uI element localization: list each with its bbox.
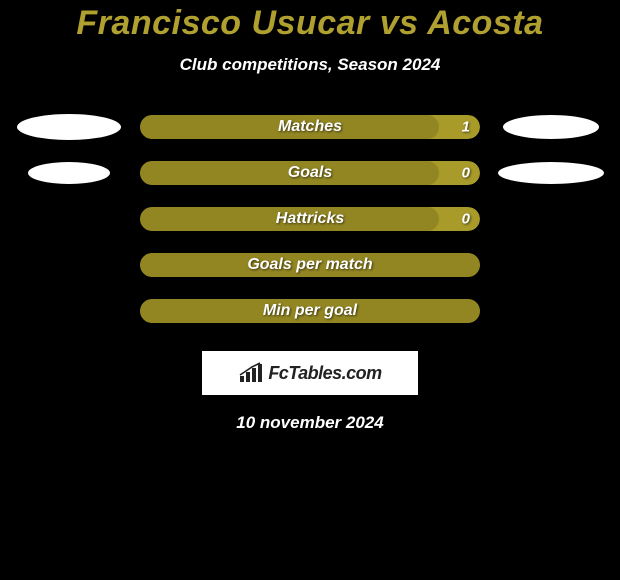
stat-bar: Matches 1	[140, 115, 480, 139]
stat-value-right: 0	[462, 165, 470, 182]
stats-row: Goals per match	[20, 253, 600, 277]
logo-text: FcTables.com	[268, 363, 381, 384]
left-oval-slot	[20, 114, 140, 140]
stat-value-right: 0	[462, 211, 470, 228]
left-oval-slot	[20, 162, 140, 184]
comparison-card: Francisco Usucar vs Acosta Club competit…	[0, 0, 620, 433]
stat-label: Goals per match	[247, 256, 372, 274]
right-oval-slot	[480, 162, 600, 184]
logo: FcTables.com	[238, 362, 381, 384]
stat-bar: Goals per match	[140, 253, 480, 277]
stat-bar: Hattricks 0	[140, 207, 480, 231]
player-left-oval	[28, 162, 110, 184]
stats-row: Matches 1	[20, 115, 600, 139]
stat-bar: Min per goal	[140, 299, 480, 323]
stat-label: Min per goal	[263, 302, 357, 320]
stat-label: Hattricks	[276, 210, 344, 228]
stat-label: Matches	[278, 118, 342, 136]
subtitle: Club competitions, Season 2024	[180, 55, 441, 75]
stats-row: Hattricks 0	[20, 207, 600, 231]
stat-label: Goals	[288, 164, 332, 182]
bar-chart-icon	[238, 362, 264, 384]
stats-row: Goals 0	[20, 161, 600, 185]
stat-bar: Goals 0	[140, 161, 480, 185]
page-title: Francisco Usucar vs Acosta	[76, 4, 543, 43]
player-left-oval	[17, 114, 121, 140]
player-right-oval	[503, 115, 599, 139]
right-oval-slot	[480, 115, 600, 139]
date-line: 10 november 2024	[236, 413, 383, 433]
stats-row: Min per goal	[20, 299, 600, 323]
logo-box: FcTables.com	[202, 351, 418, 395]
player-right-oval	[498, 162, 604, 184]
stat-value-right: 1	[462, 119, 470, 136]
stats-list: Matches 1 Goals 0 Hattricks 0 Goals per match M…	[20, 115, 600, 345]
